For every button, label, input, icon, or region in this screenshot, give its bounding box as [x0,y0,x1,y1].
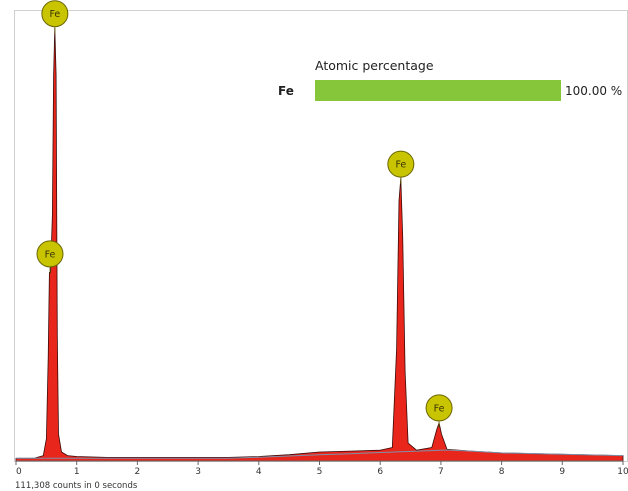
x-tick-label-5: 5 [317,467,323,477]
x-tick-label-0: 0 [16,467,22,477]
x-tick-label-3: 3 [195,467,201,477]
x-tick-label-9: 9 [559,467,565,477]
peak-markers: Fe Fe Fe Fe [36,0,453,428]
x-tick-label-6: 6 [377,467,383,477]
x-axis: 0 1 2 3 4 5 6 7 8 9 10 [15,460,628,477]
atomic-percentage-panel: Atomic percentage Fe 100.00 % [278,58,622,101]
peak-marker-2 [387,150,415,178]
composition-title: Atomic percentage [315,58,434,73]
x-tick-label-4: 4 [256,467,262,477]
composition-element-0: Fe [278,84,294,98]
x-tick-label-1: 1 [74,467,80,477]
composition-bar-0 [315,80,561,101]
status-text: 111,308 counts in 0 seconds [15,481,138,491]
peak-label-2: Fe [395,160,406,171]
peak-label-1: Fe [45,249,56,260]
x-tick-label-8: 8 [499,467,505,477]
composition-value-0: 100.00 % [565,84,622,98]
peak-label-0: Fe [49,9,60,20]
background-curve-0 [16,449,624,459]
x-tick-label-10: 10 [617,467,628,477]
peak-marker-3 [425,394,453,422]
x-tick-label-2: 2 [135,467,141,477]
plot-frame [14,10,628,462]
x-tick-label-7: 7 [438,467,444,477]
peak-marker-0 [41,0,69,28]
peak-label-3: Fe [434,403,445,414]
peak-marker-1 [36,240,64,268]
